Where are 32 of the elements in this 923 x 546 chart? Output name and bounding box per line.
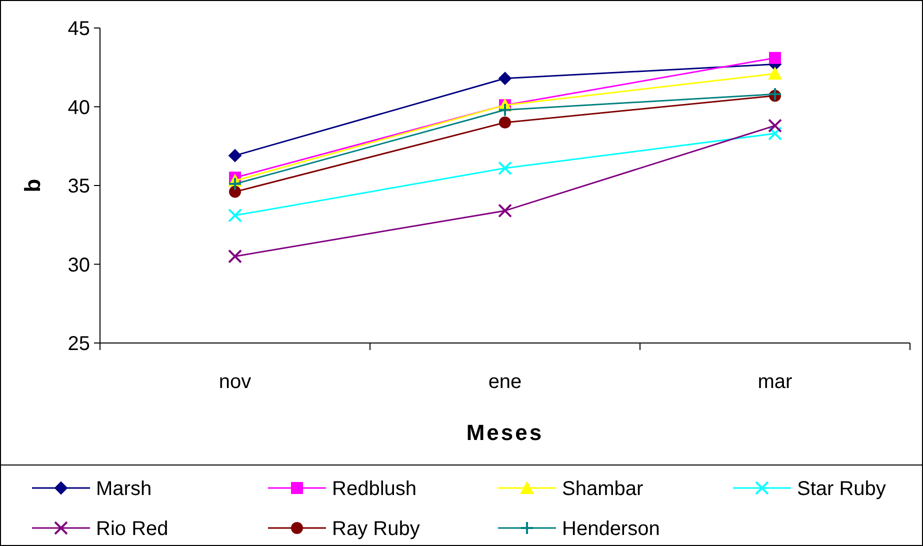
- legend-label: Rio Red: [96, 518, 168, 540]
- point: [768, 87, 782, 102]
- point: [498, 204, 512, 218]
- point: [499, 116, 511, 128]
- legend-label: Shambar: [562, 478, 644, 500]
- x-tick-label: ene: [488, 371, 522, 393]
- y-tick-label: 25: [68, 333, 90, 355]
- point: [228, 208, 242, 222]
- legend-label: Marsh: [96, 478, 152, 500]
- point: [498, 102, 512, 117]
- point: [228, 176, 242, 191]
- y-tick-label: 45: [68, 18, 90, 40]
- y-axis-title: b: [20, 178, 45, 192]
- point: [768, 66, 782, 80]
- y-tick-label: 40: [68, 96, 90, 119]
- legend-label: Redblush: [332, 478, 417, 500]
- x-tick-label: nov: [218, 371, 252, 393]
- point: [498, 161, 512, 176]
- point: [768, 118, 782, 133]
- point: [228, 149, 242, 162]
- x-tick-label: mar: [758, 371, 793, 393]
- point: [768, 126, 782, 141]
- point: [498, 72, 512, 85]
- legend-label: Henderson: [562, 518, 660, 540]
- point: [228, 249, 242, 264]
- y-tick-label: 30: [68, 254, 90, 276]
- point: [229, 186, 241, 198]
- y-tick-label: 35: [68, 176, 90, 198]
- legend-label: Ray Ruby: [332, 518, 420, 540]
- point: [769, 52, 781, 64]
- x-axis-title: Meses: [466, 420, 544, 445]
- legend-label: Star Ruby: [797, 478, 886, 500]
